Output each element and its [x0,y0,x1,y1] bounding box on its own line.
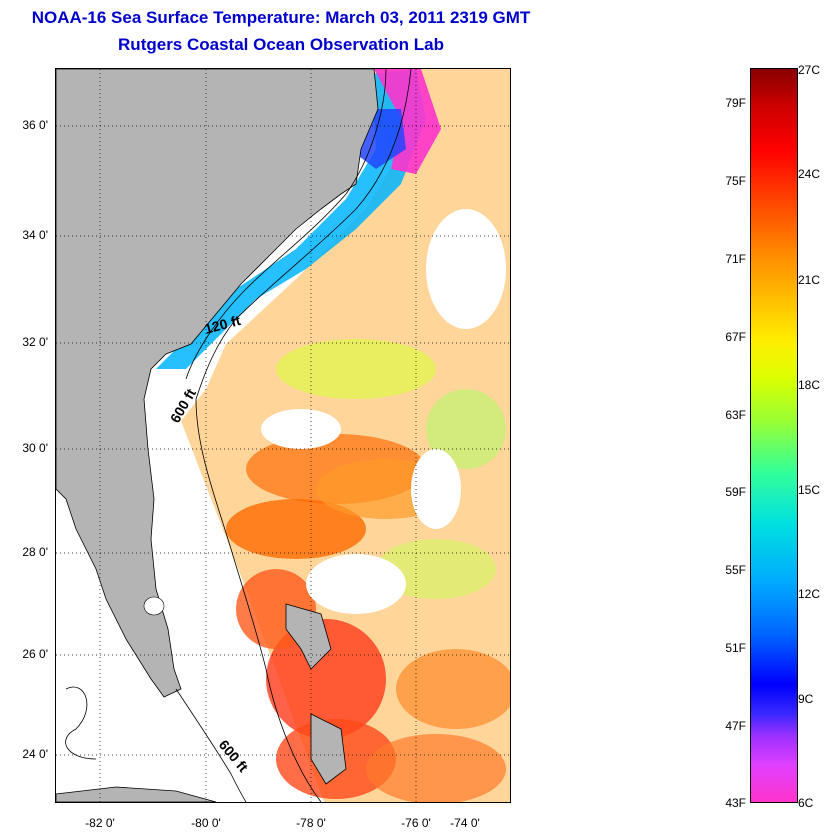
lat-label: 36 0' [22,118,48,132]
colorbar-celsius-label: 21C [798,273,821,287]
colorbar-celsius-label: 15C [798,483,821,497]
map-canvas: 120 ft 600 ft 600 ft [56,69,510,802]
colorbar-fahrenheit-label: 47F [725,719,746,733]
map-subtitle: Rutgers Coastal Ocean Observation Lab [118,35,444,54]
colorbar-fahrenheit-label: 55F [725,563,746,577]
colorbar-fahrenheit-label: 63F [725,408,746,422]
colorbar-fahrenheit-label: 75F [725,174,746,188]
colorbar-celsius-label: 18C [798,378,821,392]
colorbar-celsius-label: 9C [798,692,814,706]
land-cuba [56,786,217,802]
lon-label: -82 0' [85,816,115,830]
colorbar-celsius-label: 24C [798,167,821,181]
colorbar-celsius-label: 27C [798,63,821,77]
colorbar-fahrenheit-label: 71F [725,252,746,266]
sst-map: 120 ft 600 ft 600 ft [55,68,511,803]
lat-label: 28 0' [22,545,48,559]
lon-label: -78 0' [296,816,326,830]
cloud-gaps [261,209,506,614]
lat-label: 24 0' [22,747,48,761]
sst-coldest-north [374,69,441,174]
lon-label: -76 0' [401,816,431,830]
temperature-colorbar [750,68,798,803]
lon-label: -80 0' [191,816,221,830]
lake-okeechobee [143,596,165,616]
colorbar-celsius-label: 12C [798,587,821,601]
lon-label: -74 0' [450,816,480,830]
colorbar-fahrenheit-label: 79F [725,96,746,110]
land-andros [310,713,347,785]
colorbar-fahrenheit-label: 59F [725,485,746,499]
map-title: NOAA-16 Sea Surface Temperature: March 0… [31,8,531,27]
lat-label: 32 0' [22,335,48,349]
colorbar-fahrenheit-label: 67F [725,330,746,344]
lat-label: 26 0' [22,647,48,661]
colorbar-celsius-label: 6C [798,796,814,810]
colorbar-fahrenheit-label: 51F [725,641,746,655]
lat-label: 30 0' [22,441,48,455]
lat-label: 34 0' [22,228,48,242]
bathymetry-contours [65,69,412,802]
contour-label-600ft-south: 600 ft [216,737,252,776]
colorbar-fahrenheit-label: 43F [725,796,746,810]
